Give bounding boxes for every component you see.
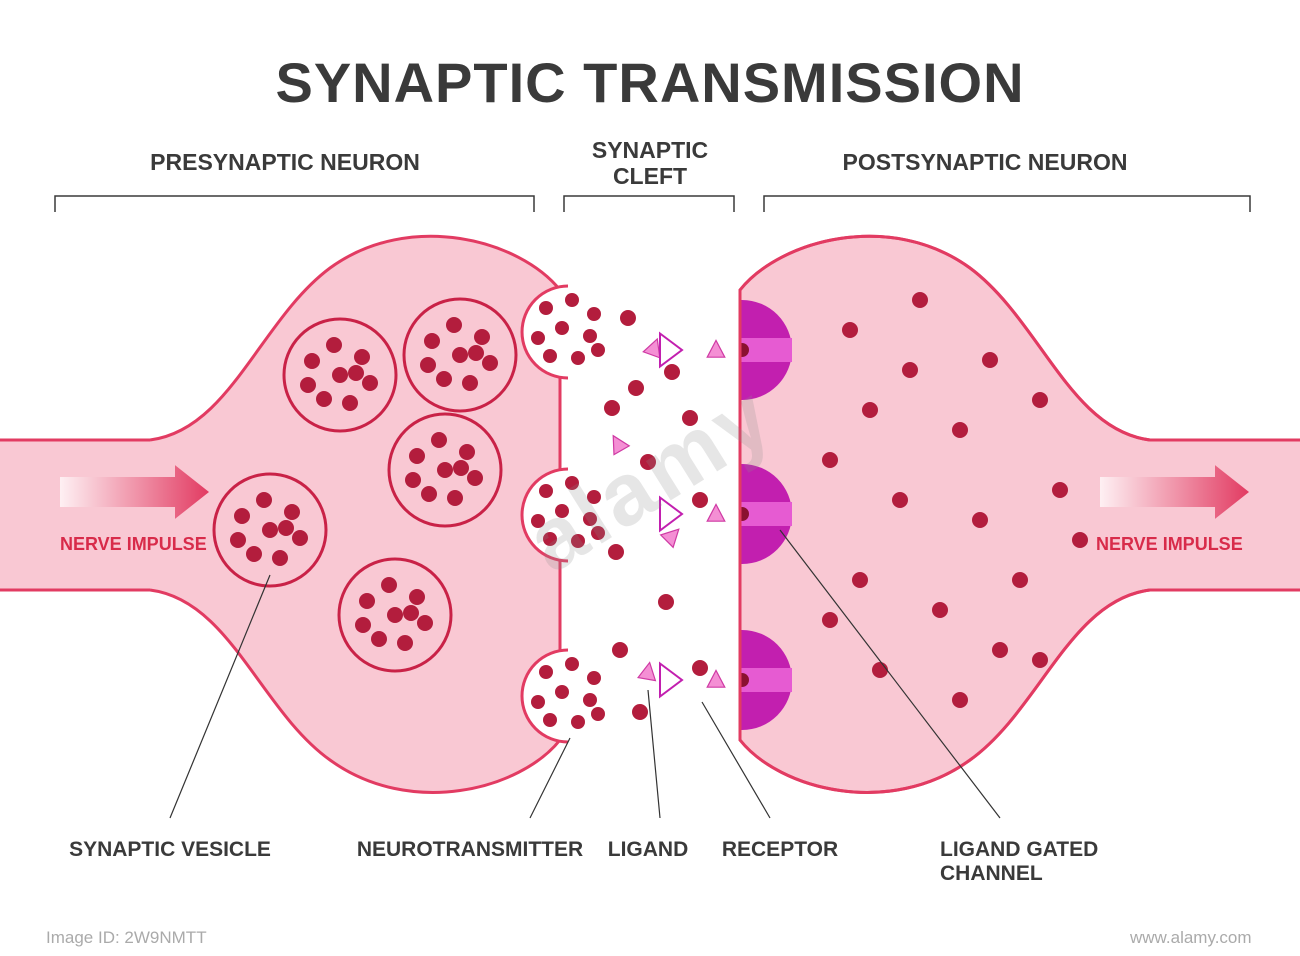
callout-channel: LIGAND GATED CHANNEL — [940, 838, 1180, 886]
callout-nt: NEUROTRANSMITTER — [357, 838, 583, 862]
callout-receptor: RECEPTOR — [722, 838, 838, 862]
label-nerve-impulse-left: NERVE IMPULSE — [60, 534, 207, 555]
diagram-svg — [0, 0, 1300, 956]
callout-vesicle: SYNAPTIC VESICLE — [69, 838, 271, 862]
label-nerve-impulse-right: NERVE IMPULSE — [1096, 534, 1243, 555]
callout-ligand: LIGAND — [608, 838, 689, 862]
diagram-stage: SYNAPTIC TRANSMISSION PRESYNAPTIC NEURON… — [0, 0, 1300, 956]
